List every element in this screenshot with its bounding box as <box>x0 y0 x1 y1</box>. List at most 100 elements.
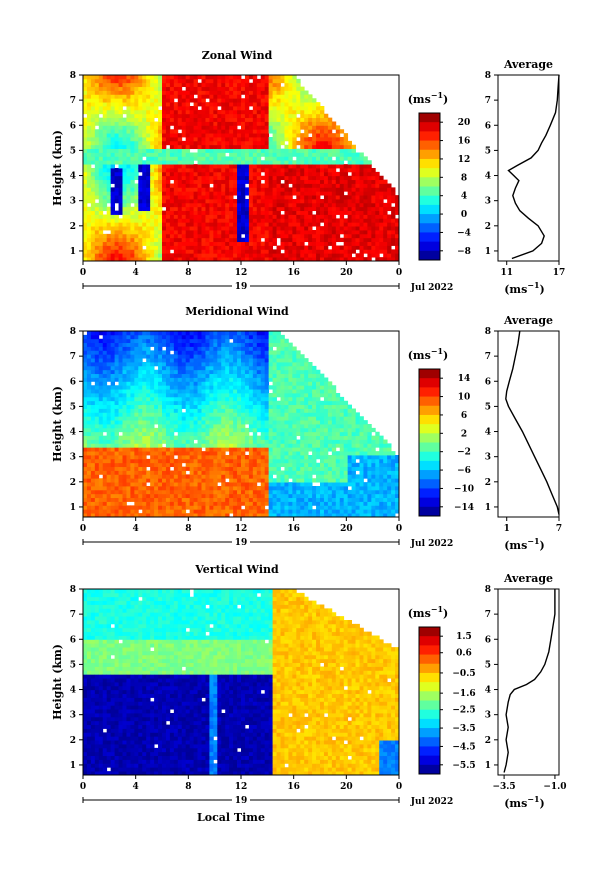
heatmap-cell <box>331 214 337 219</box>
heatmap-cell <box>102 404 108 409</box>
heatmap-cell <box>98 408 104 413</box>
heatmap-cell <box>371 171 376 177</box>
heatmap-cell <box>142 396 147 402</box>
heatmap-cell <box>217 86 222 91</box>
heatmap-cell <box>268 137 273 142</box>
heatmap-cell <box>90 466 96 471</box>
heatmap-cell <box>201 245 206 250</box>
heatmap-cell <box>189 218 194 223</box>
heatmap-cell <box>106 369 112 375</box>
heatmap-cell <box>288 148 293 153</box>
heatmap-cell <box>150 393 155 398</box>
heatmap-cell <box>209 152 214 157</box>
heatmap-cell <box>177 125 183 130</box>
heatmap-cell <box>154 152 159 157</box>
heatmap-cell <box>296 102 301 107</box>
heatmap-cell <box>205 129 210 134</box>
heatmap-cell <box>106 187 112 192</box>
heatmap-cell <box>102 451 108 456</box>
heatmap-cell <box>86 416 92 421</box>
heatmap-cell <box>86 443 92 448</box>
heatmap-cell <box>335 257 341 262</box>
heatmap-cell <box>138 346 143 351</box>
heatmap-cell <box>185 179 191 184</box>
heatmap-cell <box>343 199 349 204</box>
heatmap-cell <box>327 133 333 138</box>
heatmap-cell <box>288 226 293 231</box>
heatmap-cell <box>134 377 139 382</box>
heatmap-cell <box>98 354 104 359</box>
heatmap-cell <box>260 195 266 200</box>
heatmap-cell <box>312 140 317 146</box>
heatmap-cell <box>158 168 163 173</box>
heatmap-cell <box>233 106 238 111</box>
heatmap-cell <box>189 253 194 258</box>
heatmap-cell <box>154 381 159 386</box>
heatmap-cell <box>110 113 115 119</box>
heatmap-cell <box>331 218 337 223</box>
heatmap-cell <box>308 175 313 181</box>
heatmap-cell <box>118 241 123 246</box>
heatmap-cell <box>296 249 301 254</box>
heatmap-cell <box>284 82 289 88</box>
heatmap-cell <box>359 245 364 250</box>
heatmap-cell <box>308 245 313 250</box>
heatmap-cell <box>209 218 214 223</box>
heatmap-cell <box>268 125 273 130</box>
heatmap-cell <box>106 168 112 173</box>
heatmap-cell <box>94 424 100 429</box>
heatmap-cell <box>138 140 143 146</box>
heatmap-cell <box>83 214 88 219</box>
heatmap-cell <box>304 218 309 223</box>
heatmap-cell <box>165 109 171 115</box>
heatmap-cell <box>86 470 92 475</box>
heatmap-cell <box>118 346 123 351</box>
heatmap-cell <box>173 202 179 208</box>
heatmap-cell <box>331 249 337 254</box>
heatmap-cell <box>193 451 198 456</box>
heatmap-cell <box>181 206 187 212</box>
heatmap-cell <box>118 408 123 413</box>
heatmap-cell <box>165 497 171 502</box>
heatmap-cell <box>197 237 202 243</box>
heatmap-cell <box>300 160 305 165</box>
heatmap-cell <box>106 113 112 119</box>
heatmap-cell <box>189 249 194 254</box>
heatmap-cell <box>106 408 112 413</box>
heatmap-cell <box>154 427 159 433</box>
heatmap-cell <box>86 513 92 518</box>
heatmap-cell <box>181 218 187 223</box>
heatmap-cell <box>118 206 123 212</box>
heatmap-cell <box>189 373 194 378</box>
heatmap-cell <box>181 373 187 378</box>
colorbar-tick-label: 16 <box>458 137 471 147</box>
heatmap-cell <box>138 369 143 375</box>
heatmap-cell <box>316 210 321 215</box>
heatmap-cell <box>209 396 214 402</box>
heatmap-cell <box>177 199 183 204</box>
heatmap-cell <box>181 493 187 499</box>
heatmap-cell <box>173 346 179 351</box>
heatmap-cell <box>387 199 392 204</box>
heatmap-cell <box>154 210 159 215</box>
heatmap-cell <box>169 94 175 99</box>
heatmap-cell <box>150 389 155 394</box>
heatmap-cell <box>292 144 297 150</box>
heatmap-cell <box>165 334 171 340</box>
heatmap-cell <box>296 233 301 239</box>
heatmap-cell <box>244 98 250 103</box>
heatmap-cell <box>169 365 175 371</box>
heatmap-cell <box>86 144 92 150</box>
heatmap-cell <box>169 140 175 146</box>
heatmap-cell <box>241 148 246 153</box>
heatmap-cell <box>221 129 226 134</box>
heatmap-cell <box>86 478 92 483</box>
heatmap-cell <box>162 338 167 344</box>
heatmap-cell <box>130 152 135 157</box>
heatmap-cell <box>264 168 270 173</box>
heatmap-cell <box>335 160 341 165</box>
heatmap-cell <box>110 458 115 464</box>
heatmap-cell <box>118 458 123 464</box>
heatmap-cell <box>213 486 218 491</box>
heatmap-cell <box>138 241 143 246</box>
